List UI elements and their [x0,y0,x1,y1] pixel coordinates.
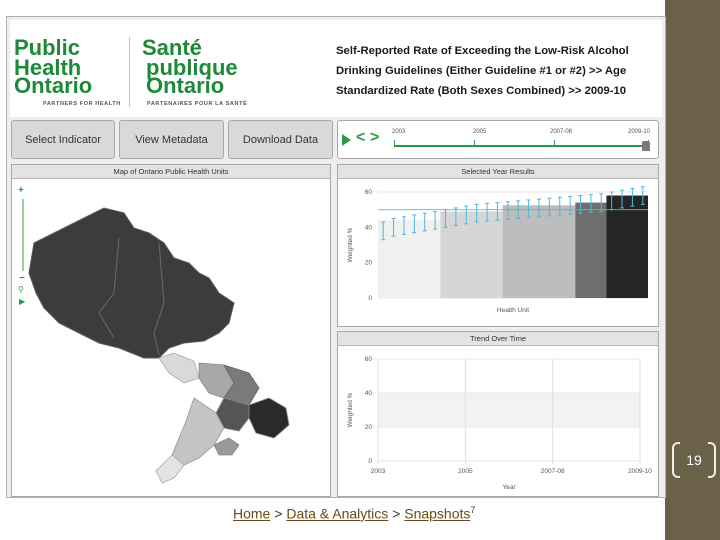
trend-panel-title: Trend Over Time [338,332,658,346]
bar-group [502,205,576,298]
view-metadata-button[interactable]: View Metadata [119,120,224,159]
plot-band [378,393,640,427]
map-zoom-control: + − ⚲ ▶ [18,185,28,306]
indicator-title: Self-Reported Rate of Exceeding the Low-… [336,45,629,97]
y-axis-label: Weighted % [347,227,354,262]
year-timeline: < > 2003 2005 2007-08 2009-10 [337,120,659,159]
map-region-boundary [153,242,165,356]
bar-group [575,202,607,298]
badge-bracket-left [672,442,680,478]
y-tick-label: 0 [368,458,372,465]
partners-tagline-en: PARTNERS FOR HEALTH [43,101,121,107]
y-tick-label: 60 [365,189,373,196]
y-tick-label: 20 [365,260,373,267]
zoom-in-icon[interactable]: + [18,185,24,196]
breadcrumb-separator: > [388,505,405,522]
map-region-far-southwest[interactable] [155,454,185,484]
timeline-year-label[interactable]: 2009-10 [628,129,651,135]
select-indicator-button[interactable]: Select Indicator [11,120,115,159]
logo-en-line-1: Public [14,35,81,60]
pan-icon[interactable]: ▶ [19,297,26,306]
logo-divider [129,37,130,107]
partners-tagline-fr: PARTENAIRES POUR LA SANTÉ [147,101,248,107]
y-tick-label: 60 [365,356,373,363]
y-tick-label: 0 [368,295,372,302]
bar-group [606,195,648,298]
map-region-southeast[interactable] [248,397,290,439]
header: Public Health Ontario Santé publique Ont… [10,20,662,117]
map-region-northwest-south[interactable] [158,352,200,384]
logo-en-line-2: Health [14,55,82,80]
selected-year-results-panel: Selected Year Results 0 20 40 60 Health Unit… [337,164,659,327]
y-axis-label: Weighted % [347,392,354,427]
logo-en-line-3: Ontario [14,73,93,98]
y-tick-label: 40 [365,224,373,231]
logo-fr-line-2: publique [146,55,238,80]
zoom-slider[interactable] [22,199,24,271]
bar-group [378,220,441,298]
trend-chart: 0 20 40 60 2003 2005 2007-08 2009-10 Year Weighte… [347,356,652,491]
timeline-year-label[interactable]: 2005 [473,129,487,135]
timeline-year-label[interactable]: 2007-08 [550,129,573,135]
timeline-tick [554,140,555,145]
timeline-tick [394,140,395,145]
map-region-niagara[interactable] [213,437,240,456]
timeline-tick [474,140,475,145]
logo-fr-line-3: Ontario [146,73,225,98]
page-number: 19 [686,452,702,468]
page-number-badge: 19 [672,442,716,478]
y-tick-label: 40 [365,390,373,397]
bar-group [440,211,503,298]
app-window: Public Health Ontario Santé publique Ont… [6,16,666,498]
download-data-button[interactable]: Download Data [228,120,333,159]
next-year-icon[interactable]: > [370,129,380,146]
breadcrumb-home-link[interactable]: Home [233,505,271,522]
map-panel-title: Map of Ontario Public Health Units [12,165,330,179]
x-axis-label: Health Unit [497,307,529,314]
previous-year-icon[interactable]: < [356,129,366,146]
breadcrumb: Home > Data & Analytics > Snapshots7 [233,505,475,522]
logo-fr-line-1: Santé [142,35,202,60]
footnote-marker: 7 [470,505,476,515]
timeline-year-label[interactable]: 2003 [392,129,406,135]
map-panel: Map of Ontario Public Health Units + − ⚲… [11,164,331,497]
results-panel-title: Selected Year Results [338,165,658,179]
x-axis-label: Year [502,484,516,491]
breadcrumb-separator: > [270,505,287,522]
x-tick-label: 2005 [458,468,473,475]
ontario-map[interactable] [24,183,324,493]
breadcrumb-snapshots-link[interactable]: Snapshots [404,505,471,522]
x-tick-label: 2003 [371,468,386,475]
magnifier-icon[interactable]: ⚲ [18,285,24,294]
selected-year-chart: 0 20 40 60 Health Unit Weighted % [347,186,648,314]
zoom-out-icon[interactable]: − [19,273,25,284]
slide-side-bar [665,0,720,540]
x-tick-label: 2007-08 [541,468,565,475]
trend-over-time-panel: Trend Over Time 0 20 40 60 2003 2005 2007-08 20… [337,331,659,497]
map-region-southwest[interactable] [171,397,225,466]
map-region-north[interactable] [28,207,235,359]
breadcrumb-data-analytics-link[interactable]: Data & Analytics [286,505,389,522]
play-icon[interactable] [342,134,351,146]
timeline-track[interactable] [394,145,650,147]
timeline-slider-handle[interactable] [642,141,650,151]
y-tick-label: 20 [365,424,373,431]
x-tick-label: 2009-10 [628,468,652,475]
badge-bracket-right [708,442,716,478]
map-region-boundary [98,237,120,339]
